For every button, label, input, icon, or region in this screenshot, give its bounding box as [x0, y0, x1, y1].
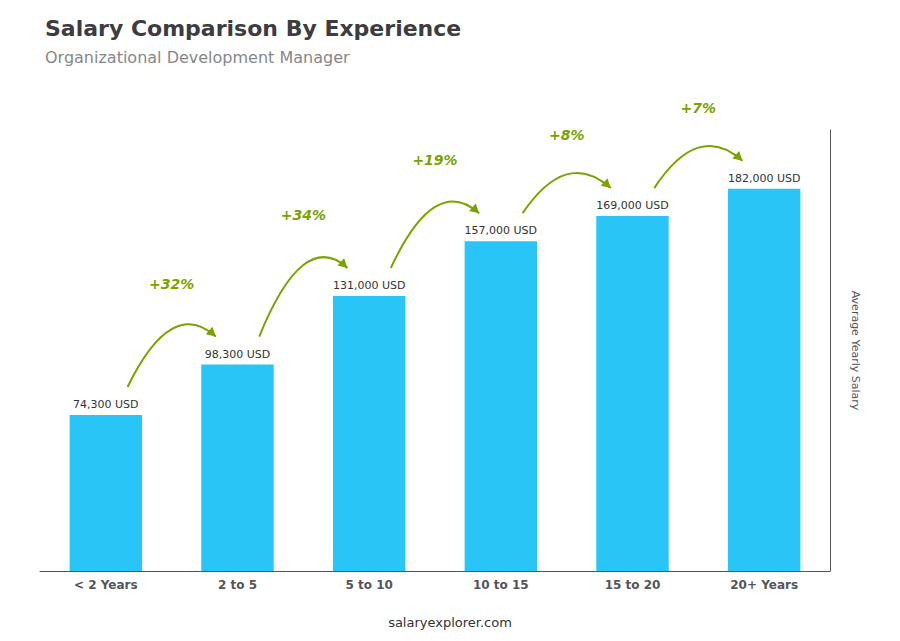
svg-text:169,000 USD: 169,000 USD [596, 199, 669, 212]
svg-text:+19%: +19% [412, 152, 457, 168]
svg-text:+32%: +32% [149, 276, 194, 292]
svg-text:+34%: +34% [281, 207, 326, 223]
svg-text:Average Yearly Salary: Average Yearly Salary [849, 291, 862, 411]
svg-text:+7%: +7% [681, 100, 717, 116]
svg-text:182,000 USD: 182,000 USD [728, 172, 801, 185]
svg-text:5 to 10: 5 to 10 [345, 578, 392, 592]
svg-text:98,300 USD: 98,300 USD [205, 348, 271, 361]
svg-text:+8%: +8% [549, 127, 585, 143]
svg-text:Organizational Development Man: Organizational Development Manager [45, 48, 350, 67]
svg-text:20+ Years: 20+ Years [730, 578, 798, 592]
svg-text:< 2 Years: < 2 Years [74, 578, 138, 592]
svg-text:10 to 15: 10 to 15 [473, 578, 529, 592]
svg-text:74,300 USD: 74,300 USD [73, 398, 139, 411]
svg-text:salaryexplorer.com: salaryexplorer.com [388, 615, 512, 630]
svg-text:Salary Comparison By Experienc: Salary Comparison By Experience [45, 16, 461, 41]
svg-text:2 to 5: 2 to 5 [218, 578, 257, 592]
svg-text:15 to 20: 15 to 20 [605, 578, 661, 592]
svg-text:157,000 USD: 157,000 USD [465, 224, 538, 237]
svg-text:131,000 USD: 131,000 USD [333, 279, 406, 292]
